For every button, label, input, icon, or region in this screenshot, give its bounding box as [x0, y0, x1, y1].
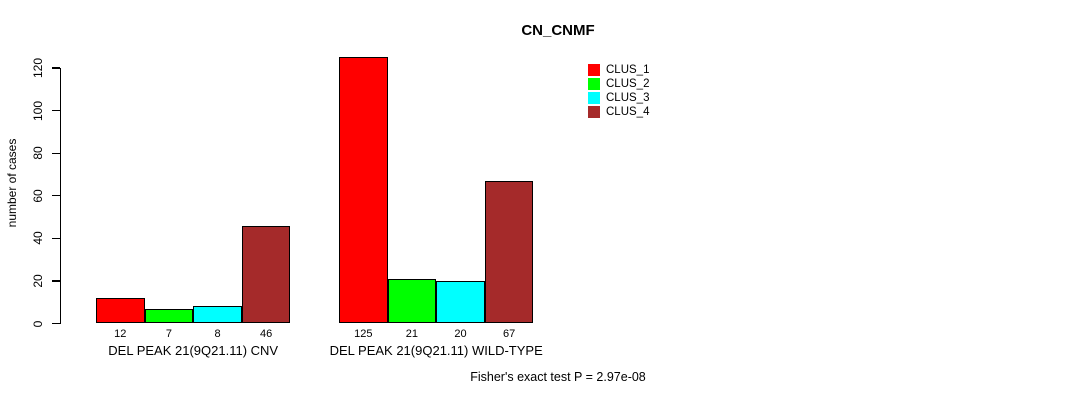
bar-clus_1-1 [96, 297, 145, 324]
legend-label: CLUS_3 [606, 92, 650, 104]
bar-value-label: 7 [165, 328, 172, 340]
legend-label: CLUS_2 [606, 78, 650, 90]
y-tick-label: 120 [31, 57, 45, 79]
bar-value-label: 8 [214, 328, 221, 340]
y-tick-label: 0 [31, 320, 45, 327]
legend-label: CLUS_1 [606, 64, 650, 76]
category-label: DEL PEAK 21(9Q21.11) WILD-TYPE [329, 343, 543, 358]
y-axis-line [59, 68, 61, 324]
y-axis-label: number of cases [5, 138, 19, 228]
bar-clus_1-2 [339, 57, 388, 324]
legend-swatch-icon [588, 64, 600, 76]
y-tick-mark [51, 280, 60, 282]
y-tick-mark [51, 152, 60, 154]
bar-clus_4-2 [484, 180, 534, 324]
y-tick-mark [51, 67, 60, 69]
bar-clus_3-2 [436, 280, 485, 324]
bar-clus_2-1 [144, 308, 194, 324]
y-tick-mark [51, 322, 60, 325]
bar-clus_3-1 [193, 306, 242, 324]
y-tick-mark [51, 195, 60, 197]
legend-swatch-icon [588, 92, 600, 104]
legend-item-clus_3: CLUS_3 [588, 91, 649, 105]
chart-title: CN_CNMF [521, 22, 595, 39]
bar-value-label: 20 [454, 328, 467, 340]
legend: CLUS_1 CLUS_2 CLUS_3 CLUS_4 [588, 63, 649, 119]
legend-swatch-icon [588, 78, 600, 90]
category-label: DEL PEAK 21(9Q21.11) CNV [108, 343, 279, 358]
y-tick-mark [51, 109, 60, 112]
legend-item-clus_2: CLUS_2 [588, 77, 649, 91]
legend-swatch-icon [588, 106, 600, 118]
fishers-test-annotation: Fisher's exact test P = 2.97e-08 [470, 370, 646, 384]
legend-label: CLUS_4 [606, 106, 650, 118]
bar-value-label: 46 [259, 328, 273, 340]
y-tick-label: 100 [31, 100, 45, 121]
legend-item-clus_4: CLUS_4 [588, 105, 649, 119]
y-tick-mark [51, 237, 60, 239]
legend-item-clus_1: CLUS_1 [588, 63, 649, 77]
bar-clus_2-2 [387, 278, 437, 324]
bar-value-label: 21 [405, 328, 419, 340]
bar-value-label: 12 [114, 328, 127, 340]
y-tick-label: 60 [31, 189, 45, 203]
y-tick-label: 80 [31, 146, 45, 160]
bar-clus_4-1 [241, 225, 291, 324]
bar-value-label: 67 [502, 328, 516, 340]
y-tick-label: 40 [31, 231, 45, 246]
bar-value-label: 125 [354, 328, 373, 340]
y-tick-label: 20 [31, 274, 45, 288]
